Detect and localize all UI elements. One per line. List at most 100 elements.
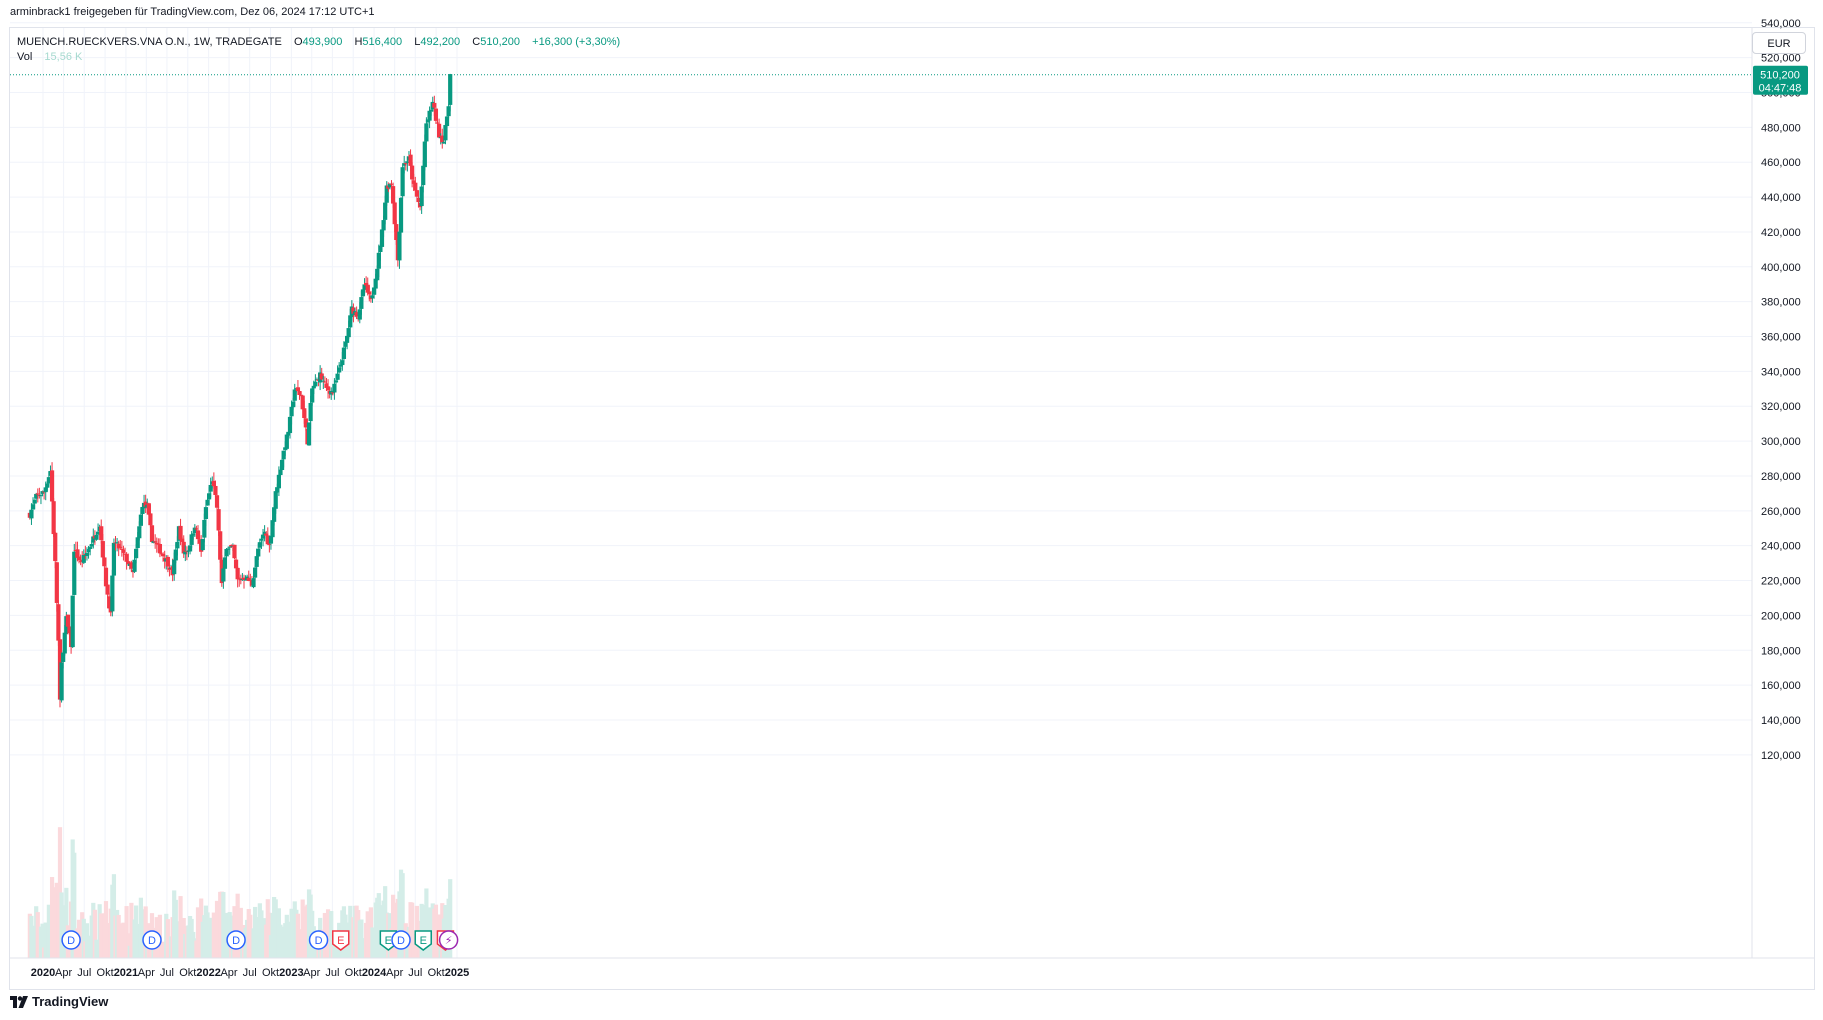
volume-bar [195, 907, 201, 958]
candle-body [213, 485, 218, 495]
candle-body [287, 416, 293, 434]
tradingview-brand[interactable]: TradingView [10, 994, 108, 1009]
candle-body [126, 561, 131, 565]
candle-body [360, 289, 366, 297]
candle-body [422, 141, 427, 168]
volume-bar [40, 923, 45, 958]
candle-body [91, 536, 96, 543]
earnings-marker-icon [332, 930, 350, 951]
candle-body [224, 548, 229, 557]
candle-body [357, 309, 362, 320]
volume-bar [134, 905, 139, 958]
candle-body [330, 392, 335, 394]
candle-body [40, 491, 45, 494]
candle-body [256, 548, 261, 557]
candle-body [411, 180, 416, 184]
candle-body [440, 135, 445, 143]
volume-bar [129, 902, 134, 958]
candle-body [235, 567, 240, 580]
earnings-marker-icon [414, 930, 432, 951]
volume-bar [248, 914, 253, 958]
candle-body [61, 652, 66, 662]
volume-bar [84, 923, 90, 958]
volume-bar [124, 906, 129, 958]
volume-bar [224, 912, 229, 958]
candle-body [165, 556, 170, 567]
dividend-marker-icon [308, 930, 329, 950]
candle-body [54, 562, 59, 603]
candle-body [413, 182, 418, 191]
volume-value: 15,56 K [44, 51, 83, 63]
candle-body [94, 534, 99, 540]
time-tick-label: Apr [55, 967, 72, 979]
symbol-name[interactable]: MUENCH.RUECKVERS.VNA O.N., 1W, TRADEGATE [17, 36, 282, 48]
time-tick-label: 2022 [196, 967, 220, 979]
time-tick-label: Okt [179, 967, 196, 979]
candle-body [259, 538, 264, 541]
candle-body [397, 231, 402, 261]
candle-body [390, 186, 396, 204]
candle-body [95, 531, 101, 535]
candle-body [56, 604, 61, 641]
candle-body [278, 469, 283, 476]
candle-body [400, 167, 405, 197]
price-axis: 120,000 140,000 160,000 180,000 200,000 220,0… [1751, 18, 1801, 958]
volume-label[interactable]: Vol [17, 51, 33, 63]
candle-body [408, 154, 413, 166]
price-tick-label: 280,000 [1761, 471, 1801, 483]
dividend-marker-icon [226, 930, 246, 950]
time-tick-label: 2020 [31, 967, 55, 979]
candle-body [421, 165, 426, 186]
candle-body [89, 544, 94, 547]
candle-body [107, 596, 112, 609]
candle-body [153, 541, 158, 543]
close-value: 510,200 [480, 36, 521, 48]
symbol-legend: MUENCH.RUECKVERS.VNA O.N., 1W, TRADEGATE… [17, 35, 620, 65]
low-label: L [414, 36, 421, 48]
currency-button[interactable]: EUR [1752, 32, 1806, 54]
candle-body [275, 487, 280, 493]
candle-body [364, 282, 369, 286]
price-tick-label: 420,000 [1761, 227, 1801, 239]
candle-body [325, 386, 331, 391]
candle-body [443, 125, 448, 141]
volume-bar [295, 913, 301, 958]
candle-body [72, 551, 77, 595]
candle-body [302, 408, 307, 419]
candle-body [276, 474, 281, 489]
candle-body [157, 543, 163, 554]
event-marker-label: D [397, 935, 405, 947]
dividend-marker-icon [61, 930, 81, 950]
volume-bar [81, 918, 86, 958]
volume-bar [448, 879, 453, 958]
candle-body [51, 501, 56, 535]
candle-body [441, 142, 446, 144]
candle-body [354, 312, 359, 317]
time-tick-label: Okt [97, 967, 114, 979]
candle-body [178, 525, 183, 540]
candle-body [200, 539, 205, 551]
candle-body [175, 541, 180, 549]
candle-body [135, 537, 140, 549]
candle-body [103, 567, 109, 587]
price-tick-label: 220,000 [1761, 576, 1801, 588]
candle-body [251, 578, 256, 588]
candle-body [433, 108, 439, 121]
candle-body [211, 480, 216, 487]
candle-body [105, 584, 110, 595]
candle-body [262, 531, 267, 535]
candle-body [173, 549, 178, 561]
candle-body [181, 541, 186, 554]
candle-body [260, 534, 266, 539]
candle-body [346, 328, 351, 338]
candle-body [332, 383, 337, 393]
candle-body [340, 360, 345, 366]
candle-body [32, 499, 37, 504]
time-tick-label: Apr [386, 967, 403, 979]
event-marker-label: E [385, 935, 392, 947]
volume-bar [400, 873, 405, 958]
event-marker-label: D [67, 935, 75, 947]
candle-body [394, 224, 399, 240]
